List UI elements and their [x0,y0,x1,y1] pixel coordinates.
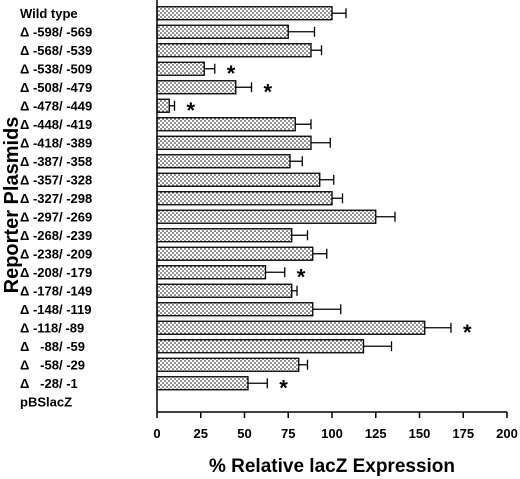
bar [156,191,333,206]
significance-marker: * [279,375,288,400]
category-label: Δ -268/ -239 [20,228,92,243]
category-label: Δ -508/ -479 [20,80,92,95]
bar [156,117,296,132]
significance-marker: * [463,320,472,345]
bar [156,228,293,243]
category-label: pBSlacZ [20,394,72,409]
category-label: Δ -418/ -389 [20,135,92,150]
category-label: Δ -28/ -1 [20,376,78,391]
plot-area: Wild type Δ -598/ -569 Δ -568/ -539 Δ -538/… [20,0,518,441]
category-label: Δ -58/ -29 [20,357,85,372]
category-label: Δ -148/ -119 [20,302,92,317]
bar [156,376,249,391]
x-tick-label: 50 [237,426,251,441]
x-tick-label: 125 [365,426,387,441]
bar [156,283,293,298]
x-axis-title: % Relative lacZ Expression [209,456,455,477]
significance-marker: * [187,98,196,123]
bar [156,135,312,150]
bar [156,265,267,280]
category-label: Δ -238/ -209 [20,246,92,261]
category-label: Δ -327/ -298 [20,191,92,206]
x-tick-label: 100 [321,426,343,441]
category-label: Δ -208/ -179 [20,265,92,280]
category-label: Δ -387/ -358 [20,154,92,169]
bar [156,172,321,187]
category-label: Δ -448/ -419 [20,117,92,132]
category-label: Δ -357/ -328 [20,172,92,187]
category-label: Wild type [20,6,78,21]
category-label: Δ -568/ -539 [20,43,92,58]
category-label: Δ -297/ -269 [20,209,92,224]
category-label: Δ -478/ -449 [20,98,92,113]
significance-marker: * [264,79,273,104]
x-tick-label: 75 [281,426,295,441]
bar [156,209,377,224]
category-label: Δ -88/ -59 [20,339,85,354]
bar [156,320,426,335]
bar [156,98,170,113]
significance-marker: * [297,264,306,289]
bar [156,302,314,317]
category-label: Δ -538/ -509 [20,61,92,76]
bar [156,154,291,169]
bar [156,246,314,261]
category-label: Δ -598/ -569 [20,24,92,39]
bar [156,61,205,76]
category-label: Δ -118/ -89 [20,320,84,335]
x-tick-label: 0 [153,426,160,441]
bar [156,80,237,95]
y-axis-title: Reporter Plasmids [1,117,23,294]
bar [156,24,289,39]
category-label: Δ -178/ -149 [20,283,92,298]
bar [156,357,300,372]
significance-marker: * [227,61,236,86]
x-tick-label: 200 [496,426,518,441]
bar [156,43,312,58]
x-tick-label: 175 [452,426,474,441]
bar [156,339,365,354]
bar [156,6,333,21]
x-tick-label: 25 [194,426,208,441]
x-tick-label: 150 [409,426,431,441]
